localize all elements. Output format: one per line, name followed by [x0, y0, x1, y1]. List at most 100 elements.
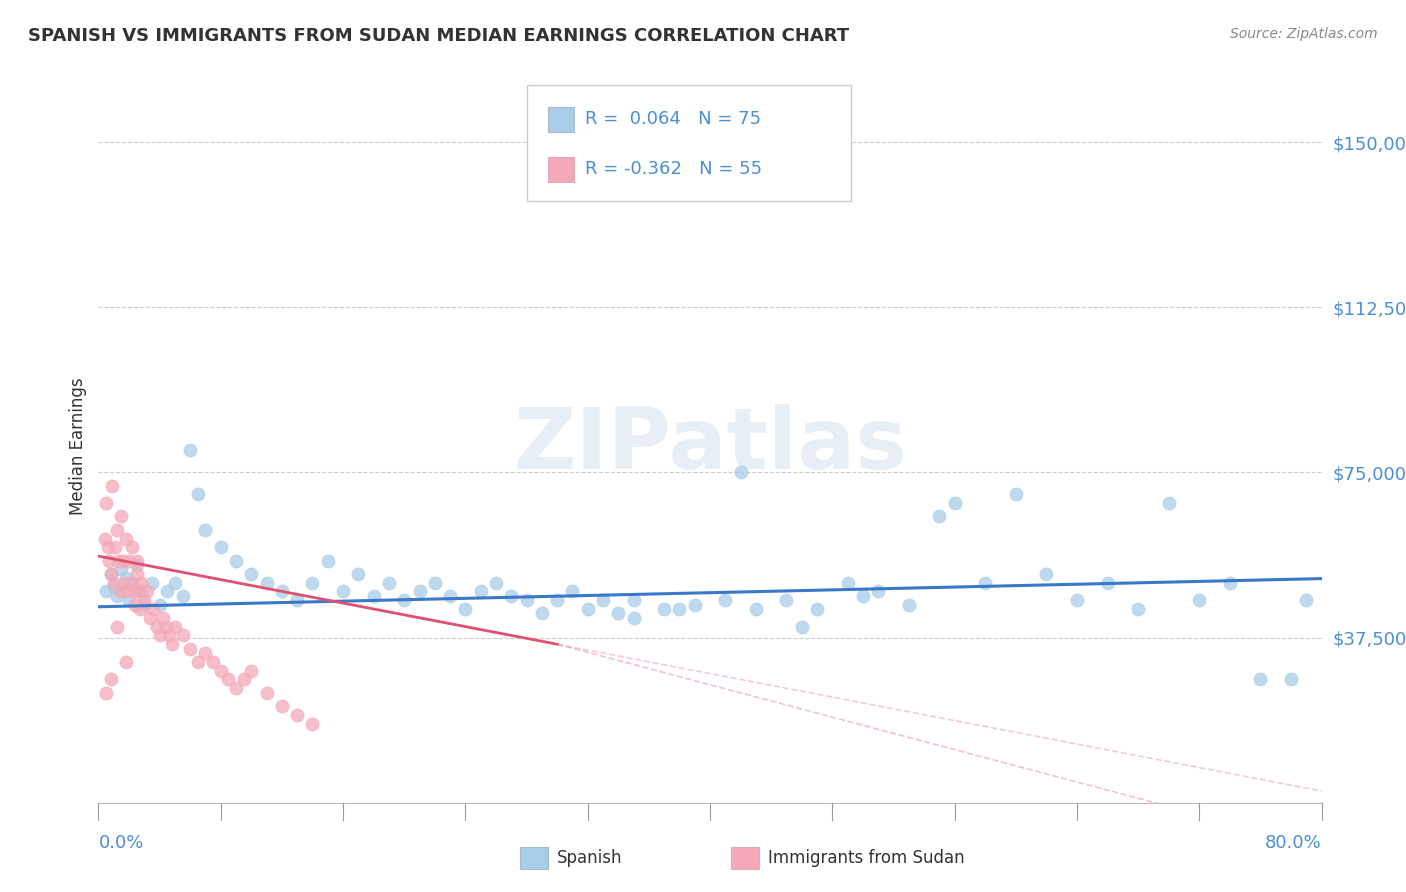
- Point: [270, 584, 292, 599]
- Text: 80.0%: 80.0%: [1265, 834, 1322, 852]
- Text: SPANISH VS IMMIGRANTS FROM SUDAN MEDIAN EARNINGS CORRELATION CHART: SPANISH VS IMMIGRANTS FROM SUDAN MEDIAN …: [28, 27, 849, 45]
- Point: [683, 598, 706, 612]
- Point: [134, 593, 156, 607]
- Text: Spanish: Spanish: [557, 849, 623, 867]
- Point: [301, 716, 323, 731]
- Point: [1157, 496, 1180, 510]
- Point: [194, 646, 217, 660]
- Point: [156, 584, 179, 599]
- Point: [120, 575, 142, 590]
- Point: [806, 602, 828, 616]
- Point: [103, 575, 125, 590]
- Point: [1219, 575, 1241, 590]
- Point: [152, 611, 174, 625]
- Point: [93, 532, 115, 546]
- Point: [136, 584, 159, 599]
- Point: [111, 553, 134, 567]
- Point: [730, 466, 752, 480]
- Point: [172, 589, 194, 603]
- Point: [142, 602, 165, 616]
- Point: [115, 655, 138, 669]
- Point: [160, 637, 183, 651]
- Point: [378, 575, 401, 590]
- Point: [285, 593, 308, 607]
- Point: [576, 602, 599, 616]
- Point: [928, 509, 950, 524]
- Point: [408, 584, 430, 599]
- Point: [128, 602, 150, 616]
- Point: [623, 611, 645, 625]
- Point: [122, 584, 145, 599]
- Point: [209, 541, 232, 555]
- Point: [270, 698, 292, 713]
- Point: [1295, 593, 1317, 607]
- Point: [100, 566, 122, 581]
- Point: [127, 584, 149, 599]
- Point: [332, 584, 354, 599]
- Point: [943, 496, 966, 510]
- Point: [454, 602, 477, 616]
- Point: [897, 598, 920, 612]
- Point: [115, 571, 138, 585]
- Point: [145, 619, 167, 633]
- Point: [97, 541, 120, 555]
- Point: [149, 598, 172, 612]
- Point: [392, 593, 416, 607]
- Point: [110, 562, 132, 576]
- Point: [141, 575, 163, 590]
- Point: [107, 553, 129, 567]
- Point: [104, 541, 127, 555]
- Point: [105, 589, 128, 603]
- Point: [316, 553, 339, 567]
- Point: [117, 584, 139, 599]
- Point: [301, 575, 323, 590]
- Point: [121, 541, 143, 555]
- Point: [1249, 673, 1271, 687]
- Point: [129, 584, 152, 599]
- Point: [110, 509, 132, 524]
- Point: [363, 589, 385, 603]
- Point: [485, 575, 508, 590]
- Point: [187, 487, 209, 501]
- Point: [1128, 602, 1150, 616]
- Point: [103, 580, 125, 594]
- Point: [1066, 593, 1088, 607]
- Point: [217, 673, 239, 687]
- Point: [155, 619, 177, 633]
- Text: R = -0.362   N = 55: R = -0.362 N = 55: [585, 161, 762, 178]
- Point: [108, 584, 131, 599]
- Point: [118, 553, 141, 567]
- Point: [974, 575, 997, 590]
- Point: [347, 566, 370, 581]
- Point: [124, 598, 146, 612]
- Point: [157, 628, 180, 642]
- Point: [1279, 673, 1302, 687]
- Point: [172, 628, 194, 642]
- Point: [179, 641, 201, 656]
- Point: [125, 553, 148, 567]
- Point: [94, 686, 117, 700]
- Point: [623, 593, 645, 607]
- Point: [790, 619, 813, 633]
- Point: [546, 593, 568, 607]
- Point: [105, 523, 128, 537]
- Point: [561, 584, 583, 599]
- Point: [516, 593, 538, 607]
- Point: [1097, 575, 1119, 590]
- Point: [101, 478, 124, 492]
- Point: [652, 602, 675, 616]
- Point: [112, 575, 135, 590]
- Point: [100, 673, 122, 687]
- Point: [118, 593, 141, 607]
- Point: [163, 575, 186, 590]
- Point: [1004, 487, 1026, 501]
- Point: [1188, 593, 1211, 607]
- Point: [100, 566, 122, 581]
- Point: [240, 664, 263, 678]
- Text: 0.0%: 0.0%: [98, 834, 143, 852]
- Point: [423, 575, 446, 590]
- Text: ZIPatlas: ZIPatlas: [513, 404, 907, 488]
- Point: [202, 655, 225, 669]
- Point: [134, 598, 156, 612]
- Point: [256, 575, 278, 590]
